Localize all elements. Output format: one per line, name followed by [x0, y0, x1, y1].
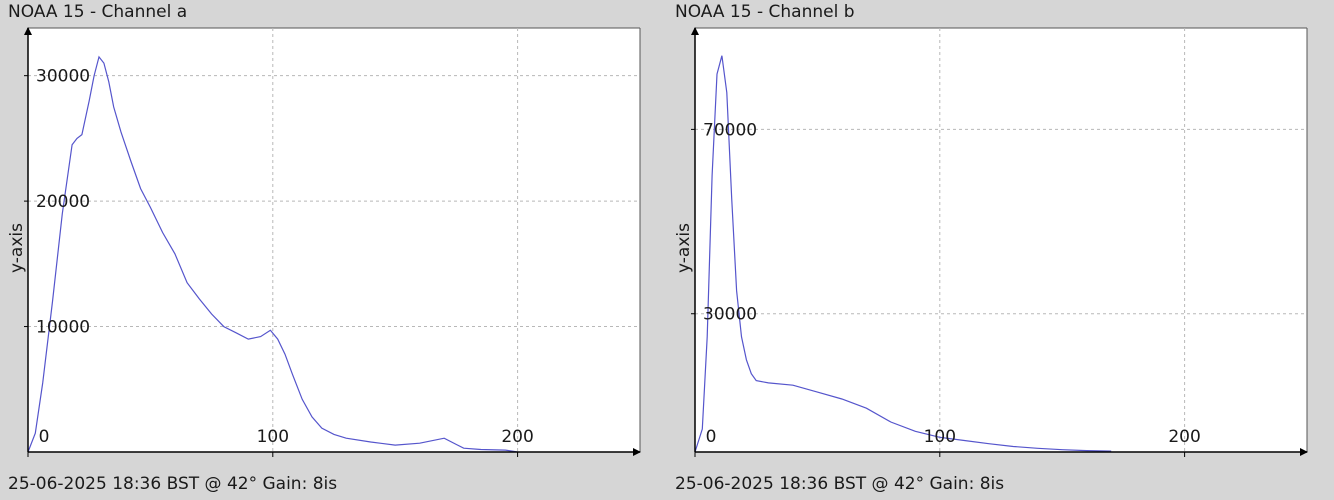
chart-footer: 25-06-2025 18:36 BST @ 42° Gain: 8is	[675, 474, 1005, 494]
y-tick-label: 30000	[36, 67, 90, 87]
y-tick-label: 20000	[36, 192, 90, 212]
x-tick-label: 0	[39, 427, 50, 447]
x-tick-label: 200	[1168, 427, 1200, 447]
x-tick-label: 200	[501, 427, 533, 447]
chart-title: NOAA 15 - Channel b	[675, 2, 855, 22]
chart-title: NOAA 15 - Channel a	[8, 2, 188, 22]
chart-b-plot: 0 100 200 30000 70000 y-axis	[674, 27, 1308, 457]
plot-area	[28, 28, 640, 452]
y-tick-label: 10000	[36, 318, 90, 338]
y-axis-label: y-axis	[674, 223, 694, 273]
series-line	[694, 55, 1112, 453]
x-axis-arrow	[633, 448, 641, 456]
chart-a-plot: 0 100 200 10000 20000 30000 y-axis	[7, 27, 641, 457]
y-tick-label: 30000	[703, 305, 757, 325]
y-axis-arrow	[691, 27, 699, 35]
x-axis-arrow	[1300, 448, 1308, 456]
chart-panel-channel-a: NOAA 15 - Channel a 0 100 200 10000 20000 300…	[7, 2, 641, 494]
x-tick-label: 100	[257, 427, 289, 447]
y-axis-label: y-axis	[7, 223, 27, 273]
chart-panel-channel-b: NOAA 15 - Channel b 0 100 200 30000 70000 y-a…	[667, 0, 1334, 500]
series-line	[27, 55, 518, 453]
x-tick-label: 0	[706, 427, 717, 447]
y-axis-arrow	[24, 27, 32, 35]
plot-area	[695, 28, 1307, 452]
chart-footer: 25-06-2025 18:36 BST @ 42° Gain: 8is	[8, 474, 338, 494]
x-tick-label: 100	[924, 427, 956, 447]
y-tick-label: 70000	[703, 120, 757, 140]
